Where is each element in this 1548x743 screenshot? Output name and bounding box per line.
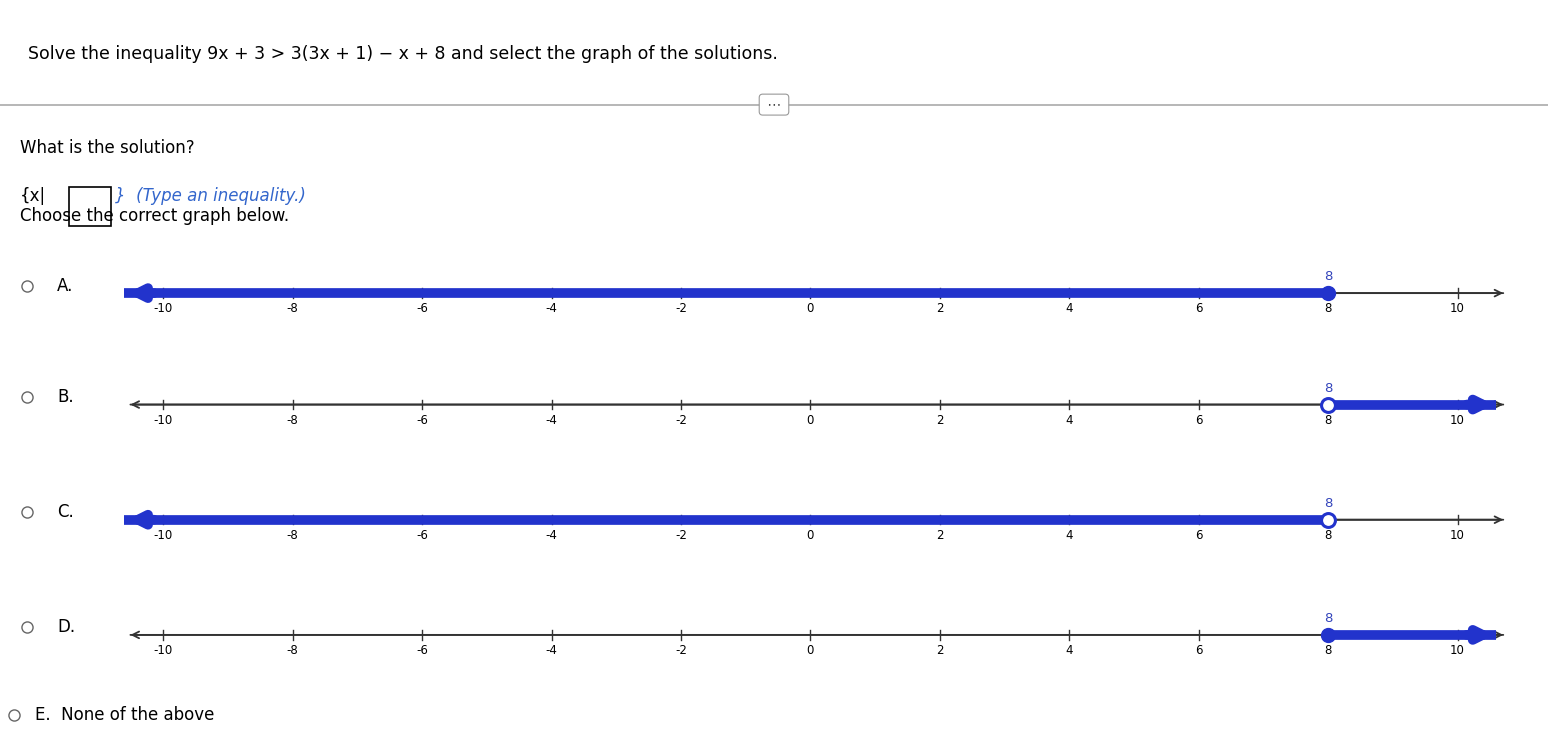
Text: -6: -6 [416, 414, 429, 426]
Text: {x|: {x| [20, 186, 45, 204]
Text: A.: A. [57, 276, 73, 295]
Text: -10: -10 [153, 414, 173, 426]
Text: E.  None of the above: E. None of the above [36, 706, 215, 724]
Text: -2: -2 [675, 529, 687, 542]
Text: D.: D. [57, 618, 76, 637]
Text: 8: 8 [1325, 529, 1331, 542]
Text: Choose the correct graph below.: Choose the correct graph below. [20, 207, 288, 225]
Text: -8: -8 [286, 644, 299, 657]
Text: 0: 0 [807, 529, 814, 542]
Text: What is the solution?: What is the solution? [20, 139, 194, 157]
Text: 8: 8 [1325, 302, 1331, 315]
Text: -10: -10 [153, 644, 173, 657]
Text: -10: -10 [153, 529, 173, 542]
Text: 8: 8 [1325, 644, 1331, 657]
Text: 8: 8 [1324, 270, 1333, 283]
Text: -8: -8 [286, 529, 299, 542]
Text: 0: 0 [807, 414, 814, 426]
Text: -8: -8 [286, 302, 299, 315]
Text: 10: 10 [1450, 644, 1464, 657]
Text: 4: 4 [1065, 644, 1073, 657]
Text: 6: 6 [1195, 644, 1203, 657]
Text: -4: -4 [545, 302, 557, 315]
Text: C.: C. [57, 503, 74, 522]
Text: 8: 8 [1324, 612, 1333, 625]
Text: 10: 10 [1450, 302, 1464, 315]
Text: -4: -4 [545, 644, 557, 657]
Text: 10: 10 [1450, 529, 1464, 542]
Text: 8: 8 [1325, 414, 1331, 426]
Text: 8: 8 [1324, 382, 1333, 395]
Text: 6: 6 [1195, 302, 1203, 315]
Text: 6: 6 [1195, 529, 1203, 542]
Text: -4: -4 [545, 529, 557, 542]
Text: -4: -4 [545, 414, 557, 426]
Text: ⋯: ⋯ [763, 97, 785, 111]
Text: B.: B. [57, 388, 74, 406]
Text: 4: 4 [1065, 529, 1073, 542]
Text: -2: -2 [675, 414, 687, 426]
Text: -2: -2 [675, 644, 687, 657]
Text: 6: 6 [1195, 414, 1203, 426]
Text: 10: 10 [1450, 414, 1464, 426]
Text: 0: 0 [807, 644, 814, 657]
Text: 4: 4 [1065, 414, 1073, 426]
Text: }  (Type an inequality.): } (Type an inequality.) [115, 186, 307, 204]
Text: Solve the inequality 9x + 3 > 3(3x + 1) − x + 8 and select the graph of the solu: Solve the inequality 9x + 3 > 3(3x + 1) … [28, 45, 777, 63]
Text: -8: -8 [286, 414, 299, 426]
Text: 2: 2 [937, 529, 944, 542]
Text: 2: 2 [937, 644, 944, 657]
Text: -6: -6 [416, 529, 429, 542]
Text: 8: 8 [1324, 497, 1333, 510]
Text: -6: -6 [416, 644, 429, 657]
Text: -2: -2 [675, 302, 687, 315]
Text: 4: 4 [1065, 302, 1073, 315]
Text: 2: 2 [937, 302, 944, 315]
Text: 2: 2 [937, 414, 944, 426]
Text: -6: -6 [416, 302, 429, 315]
FancyBboxPatch shape [70, 186, 110, 226]
Text: 0: 0 [807, 302, 814, 315]
Text: -10: -10 [153, 302, 173, 315]
